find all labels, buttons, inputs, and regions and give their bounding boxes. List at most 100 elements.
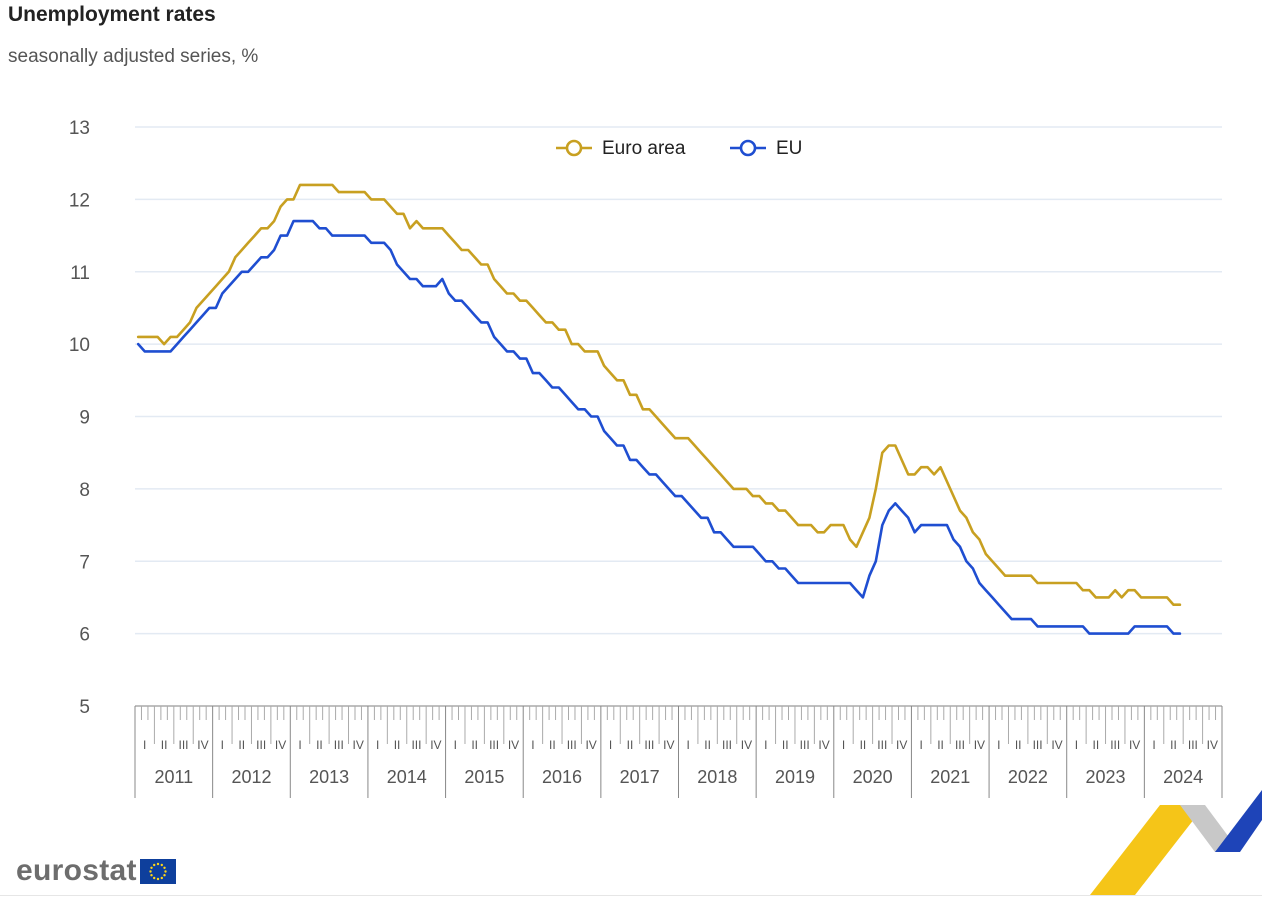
year-label: 2020 [853, 767, 893, 787]
quarter-label: IV [1051, 738, 1062, 752]
year-label: 2016 [542, 767, 582, 787]
decorative-shapes [1090, 790, 1262, 895]
grid-layer: 5 6 7 8 9 10 11 12 13 [69, 118, 1222, 718]
legend-marker-icon [565, 139, 583, 157]
year-label: 2012 [231, 767, 271, 787]
y-tick-label: 9 [79, 408, 90, 429]
year-label: 2018 [697, 767, 737, 787]
quarter-label: IV [585, 738, 596, 752]
quarter-label: II [161, 738, 168, 752]
blue-stripe-shape [1215, 790, 1262, 852]
quarter-label: II [1170, 738, 1177, 752]
quarter-label: I [919, 738, 922, 752]
quarter-label: I [143, 738, 146, 752]
quarter-label: IV [353, 738, 364, 752]
quarter-label: II [316, 738, 323, 752]
quarter-label: I [1075, 738, 1078, 752]
legend-marker-icon [739, 139, 757, 157]
quarter-label: III [567, 738, 577, 752]
year-label: 2017 [620, 767, 660, 787]
footer-divider [0, 895, 1262, 896]
series-line-eu [136, 219, 1182, 635]
quarter-label: III [1110, 738, 1120, 752]
y-tick-label: 13 [69, 118, 90, 139]
chart-subtitle: seasonally adjusted series, % [8, 46, 259, 67]
legend-label: EU [776, 138, 802, 159]
quarter-label: II [1015, 738, 1022, 752]
series-layer [136, 183, 1182, 635]
quarter-label: IV [275, 738, 286, 752]
quarter-label: III [334, 738, 344, 752]
year-label: 2013 [309, 767, 349, 787]
quarter-label: III [179, 738, 189, 752]
quarter-label: III [256, 738, 266, 752]
year-label: 2024 [1163, 767, 1203, 787]
quarter-label: I [609, 738, 612, 752]
quarter-label: IV [896, 738, 907, 752]
logo-text: eurostat [16, 854, 137, 887]
year-label: 2023 [1086, 767, 1126, 787]
eu-flag-icon [139, 858, 176, 884]
quarter-label: II [1092, 738, 1099, 752]
year-label: 2022 [1008, 767, 1048, 787]
legend-item-eu[interactable]: EU [730, 138, 802, 159]
quarter-label: III [877, 738, 887, 752]
quarter-label: IV [508, 738, 519, 752]
quarter-label: III [955, 738, 965, 752]
y-tick-label: 12 [69, 190, 90, 211]
chart-title: Unemployment rates [8, 3, 216, 26]
quarter-label: I [687, 738, 690, 752]
quarter-label: II [394, 738, 401, 752]
quarter-label: IV [663, 738, 674, 752]
quarter-label: I [997, 738, 1000, 752]
quarter-label: II [549, 738, 556, 752]
quarter-label: IV [430, 738, 441, 752]
legend-item-euro-area[interactable]: Euro area [556, 138, 686, 159]
year-label: 2015 [464, 767, 504, 787]
legend-label: Euro area [602, 138, 686, 159]
quarter-label: III [800, 738, 810, 752]
y-tick-label: 10 [69, 335, 90, 356]
quarter-label: I [298, 738, 301, 752]
legend[interactable]: Euro area EU [556, 138, 802, 159]
y-tick-label: 5 [79, 697, 90, 718]
quarter-label: IV [818, 738, 829, 752]
quarter-label: III [1188, 738, 1198, 752]
quarter-label: II [627, 738, 634, 752]
quarter-label: II [782, 738, 789, 752]
year-label: 2021 [930, 767, 970, 787]
quarter-label: II [937, 738, 944, 752]
quarter-label: III [644, 738, 654, 752]
y-tick-label: 6 [79, 625, 90, 646]
quarter-label: III [411, 738, 421, 752]
year-label: 2014 [387, 767, 427, 787]
quarter-label: III [722, 738, 732, 752]
quarter-label: I [1152, 738, 1155, 752]
yellow-stripe-shape [1090, 805, 1205, 895]
year-label: 2019 [775, 767, 815, 787]
quarter-label: II [238, 738, 245, 752]
y-tick-label: 8 [79, 480, 90, 501]
eurostat-logo: eurostat [16, 854, 176, 888]
series-line-euro-area [136, 183, 1182, 607]
quarter-label: IV [1207, 738, 1218, 752]
quarter-label: III [489, 738, 499, 752]
quarter-label: I [764, 738, 767, 752]
quarter-label: IV [974, 738, 985, 752]
quarter-label: I [531, 738, 534, 752]
quarter-label: I [221, 738, 224, 752]
quarter-label: IV [1129, 738, 1140, 752]
quarter-label: II [860, 738, 867, 752]
quarter-label: II [704, 738, 711, 752]
y-tick-label: 7 [79, 552, 90, 573]
quarter-label: II [471, 738, 478, 752]
y-tick-label: 11 [70, 263, 90, 284]
quarter-label: III [1033, 738, 1043, 752]
quarter-label: I [454, 738, 457, 752]
quarter-label: I [842, 738, 845, 752]
quarter-label: IV [197, 738, 208, 752]
quarter-label: IV [741, 738, 752, 752]
quarter-label: I [376, 738, 379, 752]
